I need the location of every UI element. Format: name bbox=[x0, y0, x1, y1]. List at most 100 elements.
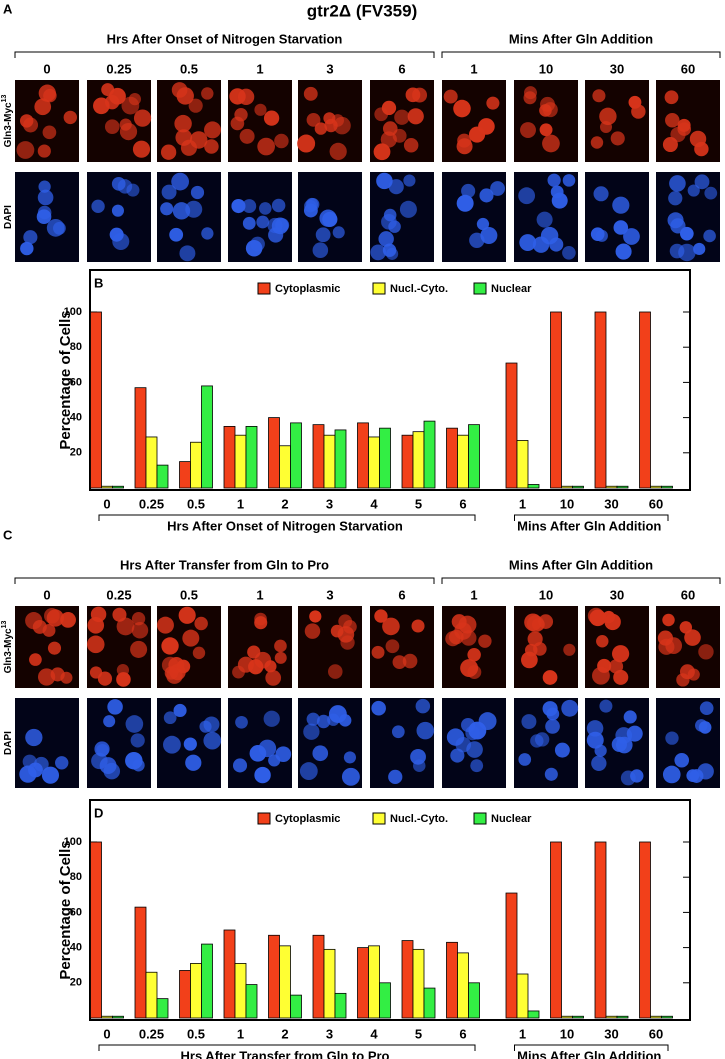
bar bbox=[379, 427, 391, 489]
bracket bbox=[14, 51, 435, 58]
column-label: 3 bbox=[326, 61, 333, 76]
cell bbox=[256, 215, 270, 229]
bar bbox=[268, 417, 280, 489]
cell bbox=[443, 89, 458, 104]
x-tick-label: 2 bbox=[281, 496, 288, 511]
cell bbox=[386, 247, 399, 260]
bar bbox=[234, 434, 247, 489]
cell bbox=[373, 143, 391, 161]
cell bbox=[399, 200, 417, 218]
micrograph bbox=[15, 172, 79, 262]
bar bbox=[550, 311, 562, 489]
micrograph bbox=[156, 606, 221, 688]
bracket bbox=[98, 1044, 476, 1051]
cell bbox=[378, 231, 394, 247]
cell bbox=[161, 637, 179, 655]
cell bbox=[91, 199, 105, 214]
bar bbox=[368, 945, 380, 1019]
cell bbox=[547, 173, 561, 187]
bar bbox=[661, 485, 673, 489]
cell bbox=[96, 743, 109, 757]
cell bbox=[319, 209, 337, 227]
bar bbox=[650, 1015, 662, 1019]
cell bbox=[315, 227, 331, 243]
column-label: 60 bbox=[681, 587, 695, 602]
micrograph bbox=[442, 80, 506, 162]
panel-letter: A bbox=[3, 1, 13, 16]
x-group-label: Mins After Gln Addition bbox=[517, 518, 661, 533]
cell bbox=[416, 721, 435, 740]
cell bbox=[665, 731, 679, 745]
micrograph bbox=[228, 698, 292, 788]
bar bbox=[234, 963, 247, 1019]
cell bbox=[594, 744, 607, 757]
cell bbox=[275, 746, 292, 763]
bar bbox=[357, 422, 369, 489]
bar bbox=[112, 1015, 124, 1019]
cell bbox=[97, 671, 113, 686]
row-label: Gln3-Myc13 bbox=[1, 620, 14, 673]
micrograph bbox=[87, 80, 152, 162]
bar bbox=[605, 1015, 618, 1019]
cell bbox=[388, 179, 404, 195]
y-axis-label: Percentage of Cells bbox=[57, 310, 74, 449]
column-label: 10 bbox=[539, 61, 553, 76]
row-label: DAPI bbox=[3, 205, 14, 229]
cell bbox=[259, 202, 272, 215]
x-tick-label: 6 bbox=[459, 496, 466, 511]
chart-frame bbox=[89, 799, 691, 1021]
cell bbox=[163, 711, 177, 725]
cell bbox=[546, 707, 560, 721]
bar bbox=[112, 485, 124, 489]
cell bbox=[532, 236, 550, 253]
cell bbox=[265, 670, 282, 686]
cell bbox=[667, 212, 684, 229]
cell bbox=[29, 653, 42, 666]
cell bbox=[411, 619, 425, 633]
column-label: 0.25 bbox=[106, 61, 131, 76]
bar bbox=[368, 436, 380, 489]
micrograph bbox=[370, 606, 434, 688]
cell bbox=[590, 136, 604, 149]
cell bbox=[383, 208, 397, 222]
cell bbox=[316, 714, 331, 729]
bracket bbox=[514, 514, 669, 521]
cell bbox=[593, 186, 609, 202]
cell bbox=[44, 608, 60, 624]
cell bbox=[697, 763, 714, 780]
bar bbox=[156, 998, 169, 1019]
bar bbox=[550, 841, 562, 1019]
bar bbox=[245, 984, 258, 1019]
cell bbox=[486, 96, 500, 110]
cell bbox=[478, 118, 495, 135]
figure-title: gtr2Δ (FV359) bbox=[307, 1, 417, 20]
cell bbox=[250, 236, 265, 252]
column-label: 6 bbox=[398, 61, 405, 76]
cell bbox=[698, 644, 714, 660]
cell bbox=[490, 181, 505, 196]
bar bbox=[516, 973, 529, 1019]
cell bbox=[589, 609, 607, 627]
column-label: 0 bbox=[43, 587, 50, 602]
cell bbox=[112, 607, 127, 622]
column-label: 10 bbox=[539, 587, 553, 602]
cell bbox=[34, 98, 52, 116]
row-label: Gln3-Myc13 bbox=[1, 94, 14, 147]
bar bbox=[312, 934, 325, 1019]
cell bbox=[340, 635, 355, 650]
y-tick-label: 80 bbox=[70, 341, 82, 353]
cell bbox=[156, 616, 174, 634]
bar bbox=[412, 431, 425, 489]
bar bbox=[527, 1010, 540, 1019]
micrograph bbox=[297, 80, 362, 162]
bar bbox=[101, 485, 113, 489]
cell bbox=[60, 612, 76, 628]
cell bbox=[665, 113, 680, 128]
cell bbox=[403, 138, 419, 153]
cell bbox=[561, 699, 579, 717]
x-tick-label: 0.25 bbox=[139, 1026, 164, 1041]
cell bbox=[412, 759, 426, 772]
micrograph bbox=[370, 172, 434, 262]
cell bbox=[23, 117, 39, 133]
cell bbox=[687, 184, 700, 197]
